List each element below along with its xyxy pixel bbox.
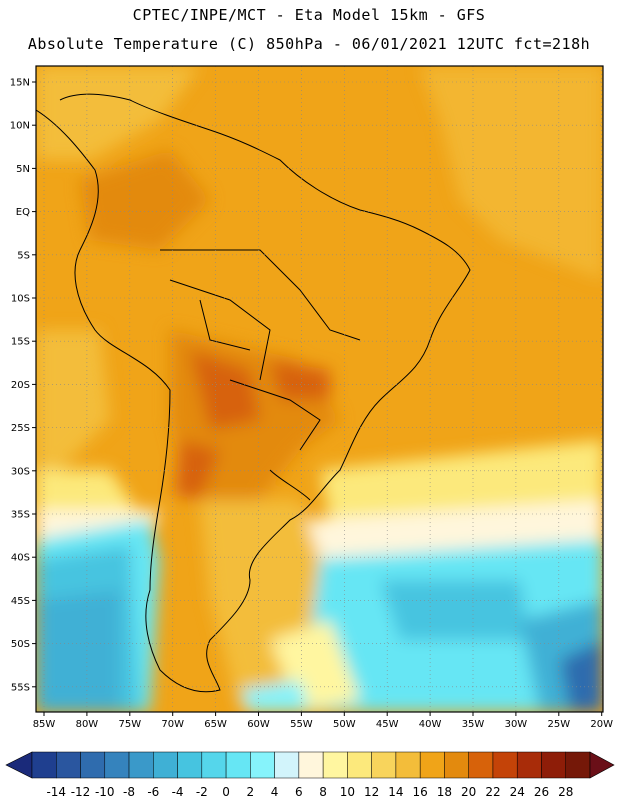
lon-label: 30W: [505, 719, 528, 730]
colorbar-label: -6: [147, 785, 159, 799]
colorbar-label: -2: [196, 785, 208, 799]
color-legend: -14 -12 -10 -8 -6 -4 -2 0 2 4 6 8 10 12 14 16 18 20 22 24 26…: [5, 751, 615, 799]
colorbar-swatch: [444, 751, 469, 779]
colorbar-label: 0: [222, 785, 230, 799]
lat-label: 50S: [11, 639, 30, 650]
colorbar-swatch: [541, 751, 566, 779]
map-frame: [35, 65, 604, 713]
colorbar-swatch: [347, 751, 372, 779]
lat-label: EQ: [16, 207, 30, 218]
colorbar-swatch: [298, 751, 324, 779]
colorbar-swatch: [56, 751, 81, 779]
colorbar-swatch: [565, 751, 591, 779]
lon-label: 70W: [161, 719, 184, 730]
lat-label: 25S: [11, 423, 30, 434]
lon-label: 80W: [76, 719, 99, 730]
lat-label: 5S: [17, 250, 30, 261]
lat-label: 15S: [11, 337, 30, 348]
lat-label: 5N: [16, 164, 30, 175]
colorbar-swatch: [419, 751, 445, 779]
colorbar-swatch: [128, 751, 154, 779]
lat-label: 40S: [11, 553, 30, 564]
colorbar-label: 10: [340, 785, 355, 799]
temperature-field: [36, 66, 603, 712]
lon-label: 25W: [547, 719, 570, 730]
colorbar-label: 8: [319, 785, 327, 799]
colorbar-label: -12: [71, 785, 91, 799]
lon-label: 35W: [462, 719, 485, 730]
lon-label: 20W: [590, 719, 613, 730]
colorbar-swatch: [371, 751, 397, 779]
colorbar-swatch: [492, 751, 518, 779]
lon-label: 45W: [376, 719, 399, 730]
lon-label: 40W: [419, 719, 442, 730]
lon-label: 50W: [333, 719, 356, 730]
coastlines: [36, 93, 471, 693]
colorbar-swatch: [104, 751, 130, 779]
colorbar-label: 4: [271, 785, 279, 799]
colorbar-swatch: [395, 751, 421, 779]
lon-label: 65W: [204, 719, 227, 730]
chart-title-line-2: Absolute Temperature (C) 850hPa - 06/01/…: [27, 35, 591, 53]
lat-label: 35S: [11, 510, 30, 521]
colorbar-label: -8: [123, 785, 135, 799]
lon-label: 75W: [118, 719, 141, 730]
latitude-labels: 15N 10N 5N EQ 5S 10S 15S 20S 25S 30S 35S 40S 45S 50S 5…: [10, 78, 36, 693]
colorbar-swatch: [274, 751, 300, 779]
lat-label: 55S: [11, 682, 30, 693]
colorbar-swatch: [153, 751, 178, 779]
lat-label: 10N: [10, 121, 30, 132]
longitude-labels: 85W 80W 75W 70W 65W 60W 55W 50W 45W 40W 35W 30W 25W 2…: [33, 712, 613, 730]
lon-label: 60W: [247, 719, 270, 730]
colorbar-label: -10: [95, 785, 115, 799]
colorbar-swatch: [80, 751, 106, 779]
lat-label: 45S: [11, 596, 30, 607]
chart-title-line-1: CPTEC/INPE/MCT - Eta Model 15km - GFS: [132, 6, 486, 24]
colorbar-label: 18: [437, 785, 452, 799]
colorbar-swatch: [201, 751, 227, 779]
colorbar-label: 6: [295, 785, 303, 799]
colorbar-swatch: [250, 751, 275, 779]
colorbar-label: -14: [46, 785, 66, 799]
colorbar-swatch: [468, 751, 494, 779]
colorbar-label: 28: [558, 785, 573, 799]
colorbar-label: 2: [247, 785, 255, 799]
colorbar-arrow-right: [589, 751, 615, 779]
lon-label: 55W: [290, 719, 313, 730]
colorbar-swatch: [31, 751, 57, 779]
colorbar-label: 16: [413, 785, 428, 799]
colorbar-swatch: [177, 751, 203, 779]
colorbar-label: 12: [364, 785, 379, 799]
lat-label: 20S: [11, 380, 30, 391]
lon-label: 85W: [33, 719, 56, 730]
colorbar-label: 22: [485, 785, 500, 799]
colorbar-swatch: [322, 751, 348, 779]
colorbar-label: 24: [510, 785, 525, 799]
lat-label: 15N: [10, 78, 30, 89]
colorbar-swatch: [516, 751, 542, 779]
colorbar-label: -4: [172, 785, 184, 799]
lat-label: 10S: [11, 294, 30, 305]
colorbar-swatch: [225, 751, 251, 779]
colorbar-label: 20: [461, 785, 476, 799]
colorbar-label: 26: [534, 785, 549, 799]
graticule: [36, 66, 603, 712]
colorbar-arrow-left: [5, 751, 33, 779]
colorbar-label: 14: [388, 785, 403, 799]
lat-label: 30S: [11, 466, 30, 477]
